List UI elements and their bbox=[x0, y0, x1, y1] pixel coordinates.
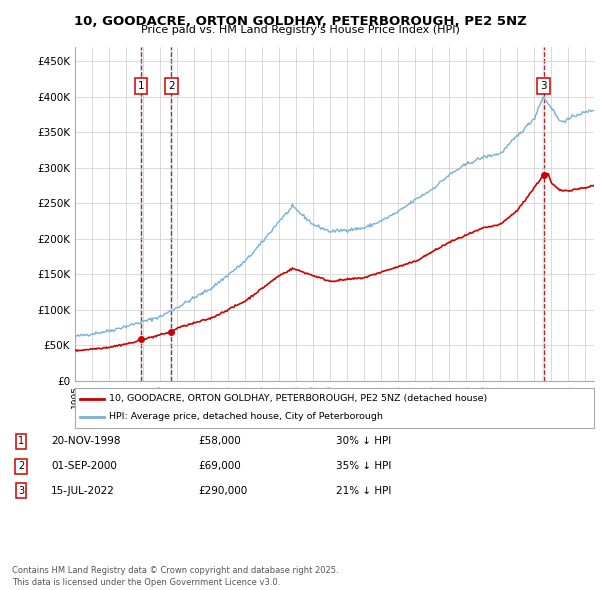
Text: 2: 2 bbox=[168, 81, 175, 91]
Text: 15-JUL-2022: 15-JUL-2022 bbox=[51, 486, 115, 496]
Text: 1: 1 bbox=[18, 437, 24, 446]
Text: HPI: Average price, detached house, City of Peterborough: HPI: Average price, detached house, City… bbox=[109, 412, 383, 421]
Text: Contains HM Land Registry data © Crown copyright and database right 2025.
This d: Contains HM Land Registry data © Crown c… bbox=[12, 566, 338, 587]
Text: 21% ↓ HPI: 21% ↓ HPI bbox=[336, 486, 391, 496]
Text: 01-SEP-2000: 01-SEP-2000 bbox=[51, 461, 117, 471]
Text: Price paid vs. HM Land Registry's House Price Index (HPI): Price paid vs. HM Land Registry's House … bbox=[140, 25, 460, 35]
Text: £290,000: £290,000 bbox=[198, 486, 247, 496]
Text: 10, GOODACRE, ORTON GOLDHAY, PETERBOROUGH, PE2 5NZ (detached house): 10, GOODACRE, ORTON GOLDHAY, PETERBOROUG… bbox=[109, 394, 487, 404]
Text: 20-NOV-1998: 20-NOV-1998 bbox=[51, 437, 121, 446]
Text: 35% ↓ HPI: 35% ↓ HPI bbox=[336, 461, 391, 471]
Text: 10, GOODACRE, ORTON GOLDHAY, PETERBOROUGH, PE2 5NZ: 10, GOODACRE, ORTON GOLDHAY, PETERBOROUG… bbox=[74, 15, 526, 28]
Text: 2: 2 bbox=[18, 461, 24, 471]
Text: 1: 1 bbox=[138, 81, 145, 91]
Bar bbox=[140, 47, 143, 381]
Bar bbox=[542, 47, 545, 381]
Text: 3: 3 bbox=[18, 486, 24, 496]
Text: 3: 3 bbox=[541, 81, 547, 91]
Text: £58,000: £58,000 bbox=[198, 437, 241, 446]
Text: £69,000: £69,000 bbox=[198, 461, 241, 471]
Text: 30% ↓ HPI: 30% ↓ HPI bbox=[336, 437, 391, 446]
Bar bbox=[170, 47, 173, 381]
